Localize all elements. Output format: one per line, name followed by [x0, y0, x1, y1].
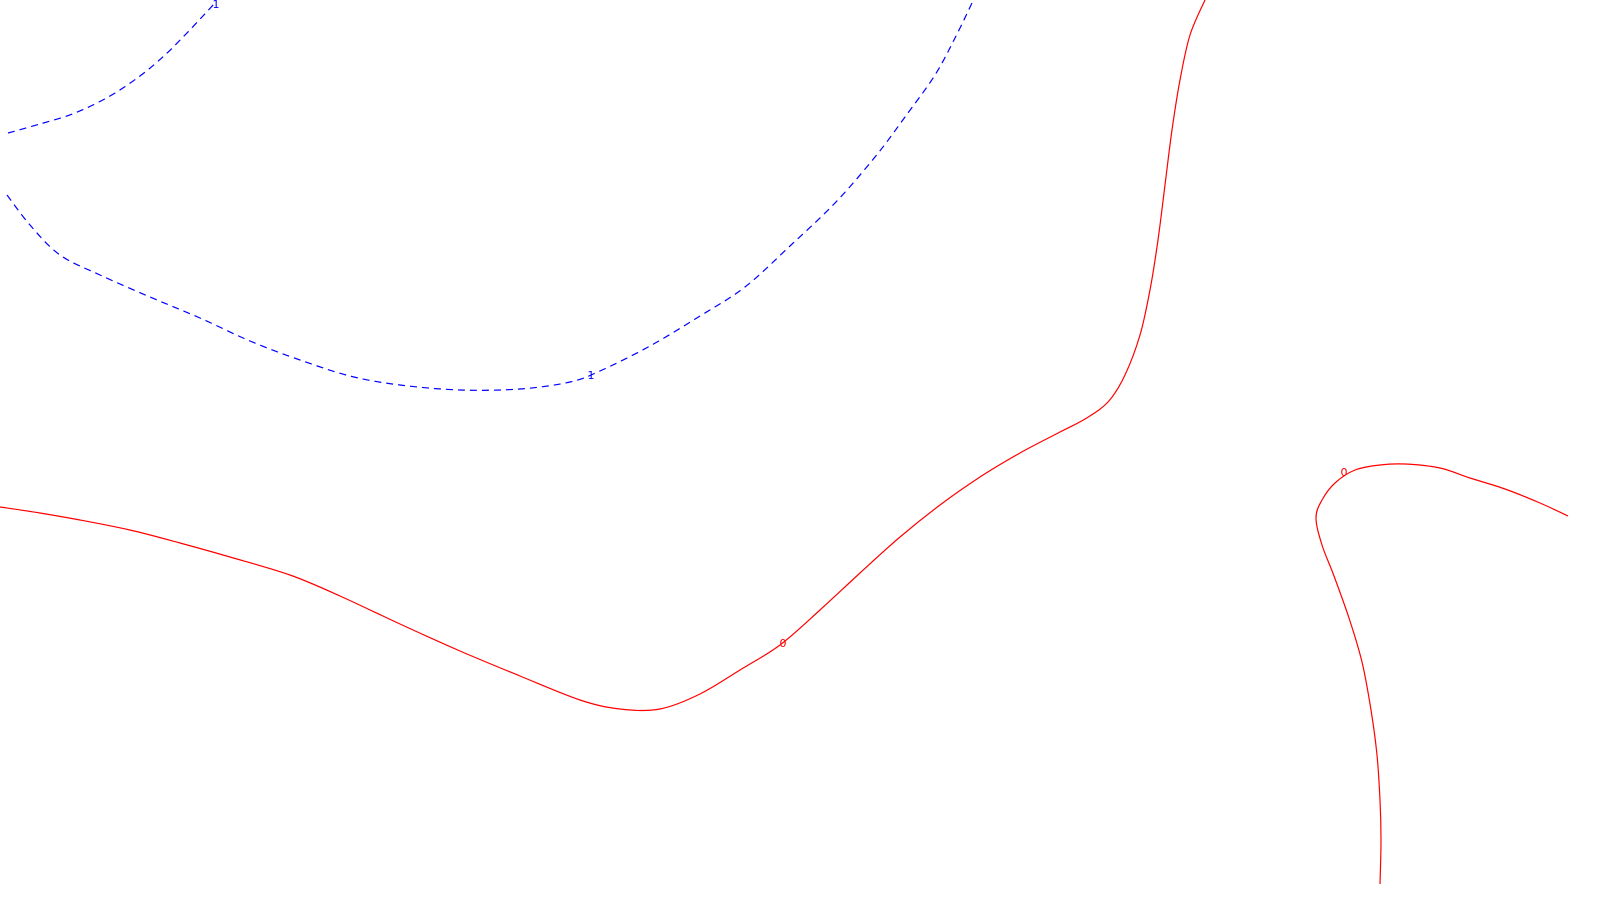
contour-label-1: 1: [213, 0, 220, 11]
contour-label-3: 0: [780, 637, 787, 650]
contour-line-level-1-1: [7, 2, 216, 134]
contour-label-2: 1: [588, 369, 595, 382]
contour-line-level-0-4: [1315, 463, 1569, 885]
contour-line-level-0-3: [0, 0, 1206, 712]
contour-labels: 1 1 0 0: [213, 0, 1348, 650]
contour-line-level-1-2: [6, 2, 973, 391]
contour-label-4: 0: [1341, 466, 1348, 479]
contour-lines: [0, 0, 1569, 885]
